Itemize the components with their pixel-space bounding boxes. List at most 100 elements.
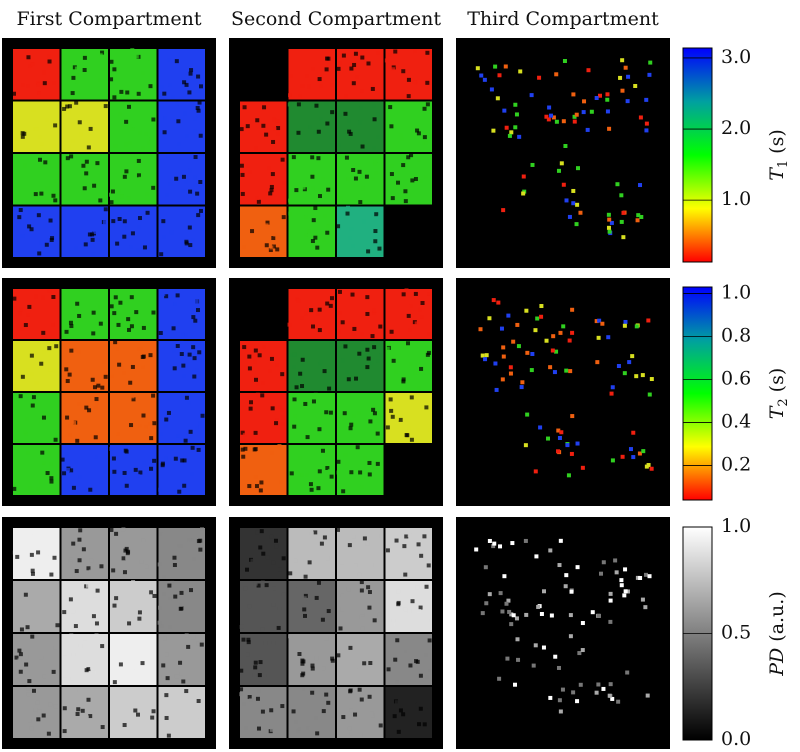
noise-pixel [634,324,639,329]
noise-pixel [264,583,269,588]
noise-pixel [84,715,89,720]
noise-pixel [188,168,193,173]
colorbar-tick-label: 0.6 [721,368,751,390]
noise-pixel [98,78,103,83]
noise-pixel [179,671,184,676]
noise-pixel [606,335,611,340]
noise-pixel [117,362,122,367]
noise-pixel [61,246,66,251]
noise-pixel [366,585,371,590]
noise-pixel [427,427,432,432]
noise-pixel [39,361,44,366]
noise-pixel [183,111,188,116]
noise-pixel [256,199,261,204]
noise-pixel [318,188,323,193]
noise-pixel [288,211,293,216]
noise-pixel [352,62,357,67]
noise-pixel [47,289,52,294]
noise-pixel [350,292,355,297]
noise-pixel [313,235,318,240]
noise-pixel [184,689,189,694]
noise-pixel [546,117,551,122]
label-symbol: T [766,405,788,419]
noise-pixel [128,141,133,146]
noise-pixel [623,567,628,572]
noise-pixel [291,364,296,369]
noise-pixel [310,185,315,190]
noise-pixel [184,333,189,338]
noise-pixel [417,158,422,163]
noise-pixel [281,556,286,561]
noise-pixel [409,395,414,400]
noise-pixel [302,613,307,618]
noise-pixel [585,127,590,132]
noise-pixel [67,104,72,109]
noise-pixel [413,291,418,296]
noise-pixel [63,651,68,656]
phantom-tile [110,154,157,205]
noise-pixel [41,460,46,465]
noise-pixel [272,586,277,591]
noise-pixel [198,208,203,213]
noise-pixel [269,450,274,455]
image-panel [2,38,216,268]
noise-pixel [77,313,82,318]
noise-pixel [313,530,318,535]
noise-pixel [365,365,370,370]
noise-pixel [403,649,408,654]
phantom-tile [61,634,108,685]
noise-pixel [549,613,554,618]
noise-pixel [621,235,626,240]
noise-pixel [396,180,401,185]
panel-background [456,38,670,268]
noise-pixel [513,125,518,130]
noise-pixel [123,596,128,601]
noise-pixel [314,103,319,108]
noise-pixel [246,317,251,322]
noise-pixel [647,574,652,579]
noise-pixel [248,698,253,703]
noise-pixel [48,555,53,560]
noise-pixel [362,536,367,541]
noise-pixel [188,189,193,194]
noise-pixel [64,367,69,372]
noise-pixel [320,448,325,453]
noise-pixel [304,311,309,316]
noise-pixel [415,585,420,590]
colorbar-label: PD(a.u.) [766,591,788,677]
noise-pixel [247,695,252,700]
noise-pixel [347,726,352,731]
noise-pixel [260,323,265,328]
noise-pixel [63,165,68,170]
noise-pixel [330,110,335,115]
noise-pixel [416,608,421,613]
noise-pixel [336,459,341,464]
noise-pixel [29,353,34,358]
noise-pixel [91,310,96,315]
noise-pixel [20,374,25,379]
noise-pixel [272,127,277,132]
noise-pixel [386,478,391,483]
noise-pixel [255,530,260,535]
image-panel [2,278,216,506]
noise-pixel [268,191,273,196]
noise-pixel [571,188,576,193]
noise-pixel [389,329,394,334]
noise-pixel [270,172,275,177]
noise-pixel [143,131,148,136]
noise-pixel [158,330,163,335]
noise-pixel [116,674,121,679]
noise-pixel [339,560,344,565]
noise-pixel [269,708,274,713]
noise-pixel [182,80,187,85]
noise-pixel [129,295,134,300]
noise-pixel [168,182,173,187]
noise-pixel [615,182,620,187]
noise-pixel [377,215,382,220]
noise-pixel [373,239,378,244]
noise-pixel [425,131,430,136]
noise-pixel [73,246,78,251]
noise-pixel [27,304,32,309]
noise-pixel [601,686,606,691]
